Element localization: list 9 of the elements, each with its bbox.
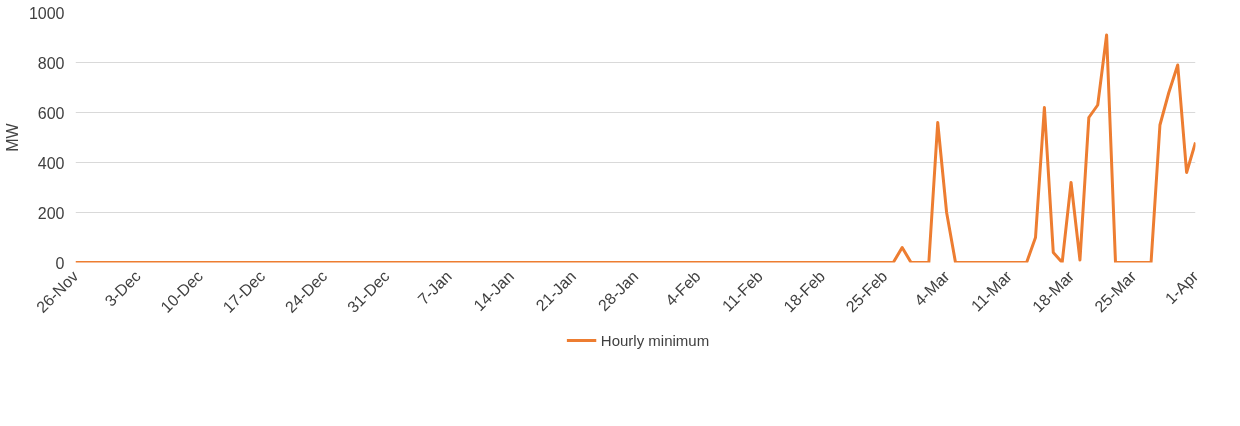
legend-label: Hourly minimum [600,331,710,349]
y-tick-label: 800 [37,54,65,72]
y-tick-label: 400 [37,154,65,172]
y-tick-label: 0 [55,254,65,272]
y-tick-label: 600 [37,104,65,122]
y-tick-label: 1000 [28,4,65,22]
y-axis-title: MW [3,122,21,152]
line-series [75,33,1196,263]
y-tick-label: 200 [37,204,65,222]
